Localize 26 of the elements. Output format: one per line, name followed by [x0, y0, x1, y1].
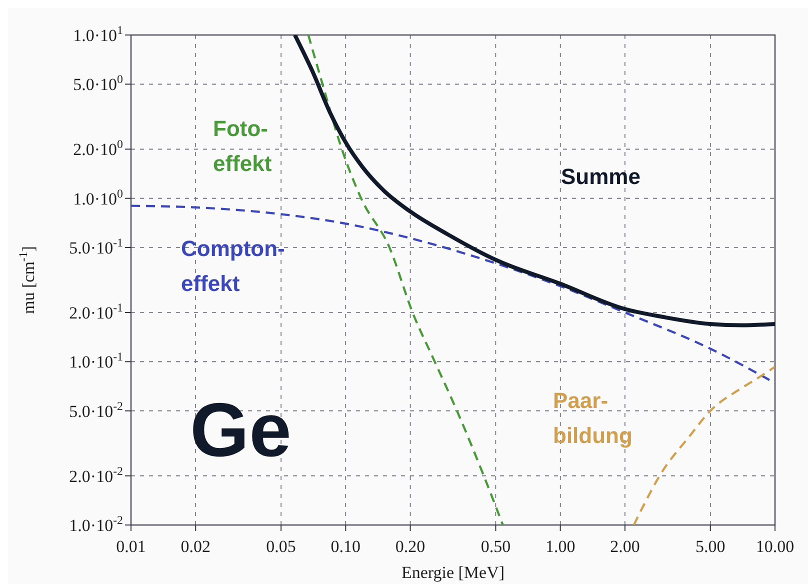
x-tick-label: 0.50 — [480, 537, 511, 556]
y-tick-label: 5.0·10$^{-2}$ — [69, 398, 124, 421]
x-tick-label: 0.01 — [116, 537, 146, 556]
x-tick-label: 2.00 — [610, 537, 640, 556]
y-tick-label: 2.0·10$^{0}$ — [73, 137, 124, 160]
series-label: Paar- bildung — [553, 388, 632, 448]
text: Summe — [561, 164, 640, 189]
text: Foto- effekt — [213, 116, 272, 176]
x-tick-label: 0.02 — [180, 537, 210, 556]
x-tick-label: 0.20 — [395, 537, 426, 556]
x-tick-label: 10.00 — [756, 537, 794, 556]
x-tick-label: 5.00 — [696, 537, 726, 556]
series-label: Compton- effekt — [181, 236, 285, 296]
x-axis-title: Energie [MeV] — [401, 563, 505, 582]
y-tick-label: 1.0·10$^{-1}$ — [69, 350, 124, 372]
x-tick-label: 0.10 — [330, 537, 361, 556]
y-tick-label: 2.0·10$^{-2}$ — [69, 464, 124, 486]
annotation: Ge — [190, 388, 292, 473]
y-tick-label: 1.0·10$^{1}$ — [73, 23, 124, 45]
x-tick-label: 1.00 — [545, 537, 576, 556]
y-tick-label: 1.0·10$^{-2}$ — [69, 513, 124, 535]
y-tick-label: 2.0·10$^{-1}$ — [69, 300, 124, 322]
y-tick-label: 1.0·10$^{0}$ — [73, 186, 124, 208]
x-tick-label: 0.05 — [266, 537, 296, 556]
y-tick-label: 5.0·10$^{0}$ — [73, 72, 124, 94]
y-tick-label: 5.0·10$^{-1}$ — [69, 236, 124, 258]
